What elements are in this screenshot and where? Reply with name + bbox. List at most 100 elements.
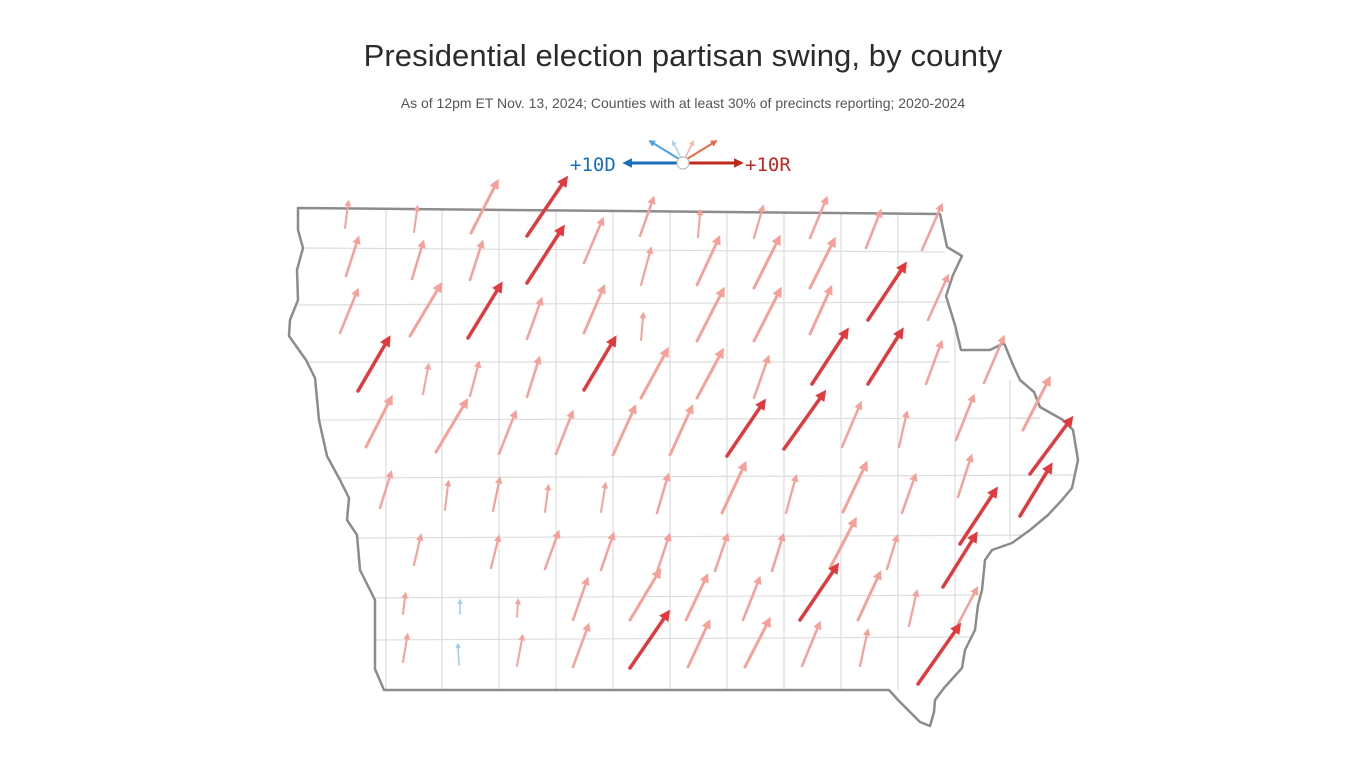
county-swing-arrow bbox=[720, 460, 747, 515]
county-swing-arrow bbox=[713, 532, 730, 573]
county-swing-arrow bbox=[696, 208, 704, 238]
county-swing-arrow bbox=[582, 335, 617, 392]
county-swing-arrow bbox=[828, 516, 857, 570]
legend-dem-small-arrow bbox=[672, 140, 682, 159]
chart-subtitle: As of 12pm ET Nov. 13, 2024; Counties wi… bbox=[400, 95, 966, 111]
county-swing-arrow bbox=[544, 483, 552, 513]
county-swing-arrow bbox=[408, 281, 443, 338]
county-swing-arrow bbox=[741, 575, 762, 622]
county-swing-arrow bbox=[784, 473, 799, 515]
county-swing-arrow bbox=[866, 327, 904, 386]
county-swing-arrow bbox=[611, 404, 637, 457]
county-swing-arrow bbox=[920, 202, 944, 252]
county-swing-arrow bbox=[402, 632, 411, 663]
county-swing-arrow bbox=[422, 362, 432, 395]
county-swing-arrow bbox=[543, 529, 561, 571]
county-swing-arrow bbox=[1021, 375, 1051, 432]
county-swing-arrow bbox=[907, 589, 920, 628]
county-swing-arrow bbox=[808, 236, 836, 290]
county-swing-arrow bbox=[1028, 415, 1074, 476]
legend-rep-diag-arrow bbox=[686, 140, 718, 160]
swing-arrows bbox=[338, 175, 1074, 686]
county-swing-arrow bbox=[410, 239, 426, 281]
state-outline bbox=[287, 206, 1080, 728]
county-swing-arrow bbox=[338, 287, 360, 335]
county-swing-arrow bbox=[516, 633, 526, 667]
county-swing-arrow bbox=[525, 355, 542, 399]
county-swing-arrow bbox=[412, 533, 424, 567]
legend-dem-label: +10D bbox=[570, 154, 616, 176]
county-swing-arrow bbox=[684, 573, 709, 622]
county-swing-arrow bbox=[356, 335, 391, 393]
county-swing-arrow bbox=[514, 598, 521, 618]
legend-rep-small-arrow bbox=[684, 140, 694, 159]
chart-title: Presidential election partisan swing, by… bbox=[363, 38, 1003, 73]
county-swing-arrow bbox=[956, 453, 974, 499]
county-swing-arrow bbox=[401, 591, 409, 615]
county-swing-arrow bbox=[808, 285, 833, 336]
county-swing-arrow bbox=[599, 531, 616, 572]
county-swing-arrow bbox=[770, 532, 786, 573]
county-swing-arrow bbox=[413, 204, 421, 233]
county-swing-arrow bbox=[798, 562, 840, 622]
county-swing-arrow bbox=[941, 531, 978, 589]
legend: +10D +10R bbox=[570, 140, 791, 176]
county-swing-arrow bbox=[897, 410, 910, 449]
county-swing-arrow bbox=[571, 622, 591, 669]
county-swing-arrow bbox=[378, 470, 394, 510]
county-swing-arrow bbox=[752, 204, 766, 240]
county-swing-arrow bbox=[900, 472, 918, 515]
county-swing-arrow bbox=[841, 460, 868, 514]
county-swing-arrow bbox=[916, 622, 962, 686]
county-swing-arrow bbox=[782, 389, 827, 451]
county-swing-arrow bbox=[491, 476, 503, 513]
county-swing-arrow bbox=[344, 199, 352, 229]
county-swing-arrow bbox=[655, 532, 672, 574]
county-swing-arrow bbox=[571, 576, 590, 622]
county-swing-arrow bbox=[864, 208, 883, 250]
county-swing-arrow bbox=[810, 327, 849, 386]
county-swing-arrow bbox=[926, 273, 950, 322]
county-swing-arrow bbox=[752, 286, 782, 343]
county-swing-arrow bbox=[856, 570, 882, 622]
county-swing-arrow bbox=[639, 311, 647, 341]
county-swing-arrow bbox=[866, 261, 907, 322]
county-swing-arrow bbox=[982, 334, 1006, 385]
county-swing-arrow bbox=[469, 178, 499, 235]
county-swing-arrow bbox=[858, 628, 871, 668]
county-swing-arrow bbox=[525, 175, 569, 238]
county-swing-arrow bbox=[582, 216, 605, 265]
county-swing-arrow bbox=[434, 397, 469, 454]
county-swing-arrow bbox=[554, 409, 575, 456]
county-swing-arrow bbox=[639, 246, 654, 287]
county-swing-arrow bbox=[497, 409, 518, 456]
legend-rep-label: +10R bbox=[745, 154, 791, 176]
county-swing-arrow bbox=[800, 620, 822, 668]
county-swing-arrow bbox=[582, 283, 606, 335]
county-swing-arrow bbox=[628, 609, 671, 670]
county-swing-arrow bbox=[525, 224, 565, 285]
county-swing-arrow bbox=[525, 296, 544, 341]
county-swing-arrow bbox=[885, 534, 900, 571]
county-swing-arrow bbox=[489, 534, 502, 570]
county-swing-arrow bbox=[364, 394, 393, 449]
county-swing-arrow bbox=[686, 619, 711, 669]
county-swing-arrow bbox=[725, 398, 767, 458]
county-swing-arrow bbox=[344, 235, 361, 278]
county-swing-arrow bbox=[808, 195, 829, 240]
county-swing-arrow bbox=[924, 339, 944, 386]
county-swing-arrow bbox=[600, 481, 609, 513]
county-swing-arrow bbox=[639, 346, 669, 400]
county-swing-arrow bbox=[1018, 462, 1053, 518]
county-swing-arrow bbox=[840, 400, 863, 449]
county-swing-arrow bbox=[628, 568, 662, 622]
legend-dem-diag-arrow bbox=[648, 140, 680, 160]
county-swing-arrow bbox=[655, 472, 671, 515]
county-swing-arrow bbox=[468, 360, 482, 398]
county-swing-arrow bbox=[695, 347, 724, 400]
legend-origin-circle bbox=[676, 156, 690, 170]
county-swing-arrow bbox=[444, 479, 452, 511]
county-swing-arrow bbox=[958, 486, 998, 546]
